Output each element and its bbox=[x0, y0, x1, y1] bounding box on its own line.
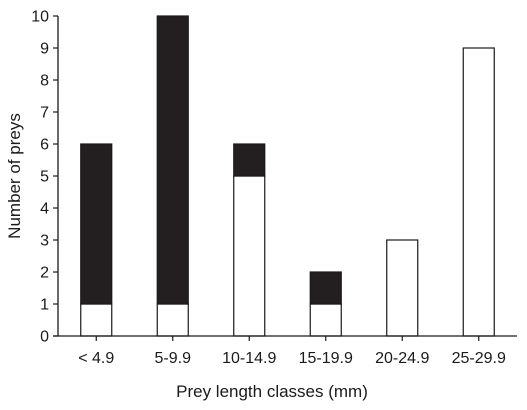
bar-segment-1-6 bbox=[462, 47, 495, 337]
y-tick-label: 3 bbox=[40, 233, 49, 250]
y-tick-label: 2 bbox=[40, 265, 49, 282]
bar-segment-1-1 bbox=[80, 303, 113, 337]
bar-segment-2-1 bbox=[80, 143, 113, 305]
bar-segment-1-3 bbox=[233, 175, 266, 337]
bar-segment-1-2 bbox=[156, 303, 189, 337]
bar-segment-2-2 bbox=[156, 15, 189, 305]
x-tick-label: < 4.9 bbox=[78, 350, 114, 367]
y-tick-label: 10 bbox=[31, 9, 49, 26]
bar-segment-2-4 bbox=[309, 271, 342, 305]
y-tick-label: 5 bbox=[40, 169, 49, 186]
bar-segment-1-5 bbox=[386, 239, 419, 337]
axes-layer: < 4.9 5-9.9 10-14.9 15-19.9 20-24.9 25-29.9 0 1… bbox=[31, 9, 517, 367]
y-tick-label: 8 bbox=[40, 73, 49, 90]
labels-layer: Prey length classes (mm) Number of preys bbox=[5, 113, 368, 401]
y-tick-label: 9 bbox=[40, 41, 49, 58]
y-tick-label: 4 bbox=[40, 201, 49, 218]
x-tick-label: 15-19.9 bbox=[299, 350, 353, 367]
bars-layer bbox=[80, 15, 495, 337]
x-tick-label: 20-24.9 bbox=[375, 350, 429, 367]
y-tick-label: 1 bbox=[40, 297, 49, 314]
x-tick-label: 5-9.9 bbox=[155, 350, 192, 367]
y-tick-label: 0 bbox=[40, 329, 49, 346]
y-axis-title: Number of preys bbox=[5, 113, 24, 239]
y-tick-label: 7 bbox=[40, 105, 49, 122]
x-axis-title: Prey length classes (mm) bbox=[176, 382, 368, 401]
bar-segment-2-3 bbox=[233, 143, 266, 177]
x-tick-label: 25-29.9 bbox=[452, 350, 506, 367]
x-tick-label: 10-14.9 bbox=[222, 350, 276, 367]
bar-segment-1-4 bbox=[309, 303, 342, 337]
y-tick-label: 6 bbox=[40, 137, 49, 154]
